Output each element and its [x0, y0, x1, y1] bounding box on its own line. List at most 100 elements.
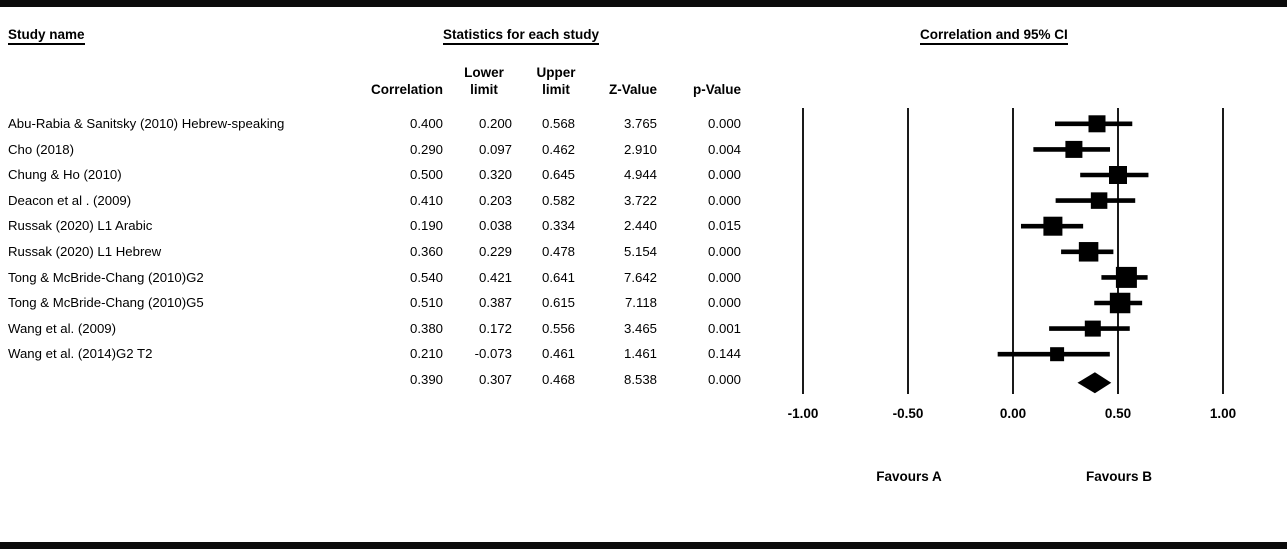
study-row: Wang et al. (2009) 0.380 0.172 0.556 3.465 0.… — [0, 316, 760, 342]
statistics-header: Statistics for each study — [443, 27, 600, 45]
z-value: 4.944 — [623, 167, 657, 183]
p-value: 0.000 — [707, 192, 741, 208]
point-estimate-square — [1078, 242, 1099, 262]
point-estimate-square — [1065, 140, 1083, 158]
z-value: 1.461 — [623, 346, 657, 362]
correlation-value: 0.510 — [409, 295, 443, 311]
p-value: 0.001 — [707, 320, 741, 336]
upper-limit-value: 0.556 — [541, 320, 575, 336]
correlation-value: 0.390 — [409, 371, 443, 387]
axis-tick-label: -1.00 — [787, 406, 819, 421]
p-value: 0.000 — [707, 167, 741, 183]
point-estimate-square — [1084, 320, 1101, 337]
lower-limit-value: 0.203 — [478, 192, 512, 208]
point-estimate-square — [1109, 292, 1131, 314]
study-name-header: Study name — [8, 27, 85, 45]
lower-limit-value: 0.421 — [478, 269, 512, 285]
study-row: Russak (2020) L1 Hebrew 0.360 0.229 0.478 5.… — [0, 239, 760, 265]
study-name: Wang et al. (2009) — [8, 320, 116, 336]
correlation-value: 0.400 — [409, 116, 443, 131]
lower-limit-value: 0.038 — [478, 218, 512, 234]
point-estimate-square — [1050, 347, 1065, 362]
correlation-value: 0.500 — [409, 167, 443, 183]
study-row: Cho (2018) 0.290 0.097 0.462 2.910 0.004 — [0, 137, 760, 163]
lower-limit-value: 0.097 — [478, 141, 512, 157]
z-value: 3.722 — [623, 192, 657, 208]
forest-plot — [802, 108, 1224, 394]
z-value: 5.154 — [623, 243, 657, 259]
favours-left-label: Favours A — [876, 469, 942, 484]
study-name: Deacon et al . (2009) — [8, 192, 132, 208]
study-row: Chung & Ho (2010) 0.500 0.320 0.645 4.944 0.0… — [0, 162, 760, 188]
upper-limit-value: 0.462 — [541, 141, 575, 157]
correlation-value: 0.190 — [409, 218, 443, 234]
point-estimate-square — [1109, 166, 1127, 184]
upper-limit-value: 0.641 — [541, 269, 575, 285]
column-header-lower-limit: Lower limit — [464, 65, 504, 97]
z-value: 3.765 — [623, 116, 657, 131]
p-value: 0.000 — [707, 116, 741, 131]
upper-limit-value: 0.582 — [541, 192, 575, 208]
correlation-value: 0.410 — [409, 192, 443, 208]
ci-header: Correlation and 95% CI — [920, 27, 1068, 45]
study-table: Abu-Rabia & Sanitsky (2010) Hebrew-speak… — [0, 111, 760, 393]
lower-limit-value: 0.320 — [478, 167, 512, 183]
axis-tick-label: -0.50 — [892, 406, 924, 421]
lower-limit-value: 0.172 — [478, 320, 512, 336]
favours-right-label: Favours B — [1085, 469, 1153, 484]
lower-limit-value: -0.073 — [474, 346, 512, 362]
z-value: 3.465 — [623, 320, 657, 336]
column-header-z-value: Z-Value — [608, 82, 657, 97]
study-name: Abu-Rabia & Sanitsky (2010) Hebrew-speak… — [8, 116, 285, 131]
study-name: Chung & Ho (2010) — [8, 167, 122, 183]
p-value: 0.144 — [707, 346, 741, 362]
upper-limit-value: 0.334 — [541, 218, 575, 234]
upper-limit-value: 0.461 — [541, 346, 575, 362]
correlation-value: 0.540 — [409, 269, 443, 285]
p-value: 0.015 — [707, 218, 741, 234]
axis-tick-label: 1.00 — [1209, 406, 1237, 421]
study-row: Wang et al. (2014)G2 T2 0.210 -0.073 0.461 1… — [0, 341, 760, 367]
point-estimate-square — [1115, 266, 1137, 288]
column-header-upper-limit: Upper limit — [536, 65, 576, 97]
study-name: Wang et al. (2014)G2 T2 — [8, 346, 153, 362]
correlation-value: 0.210 — [409, 346, 443, 362]
z-value: 2.440 — [623, 218, 657, 234]
lower-limit-value: 0.200 — [478, 116, 512, 131]
upper-limit-value: 0.615 — [541, 295, 575, 311]
top-border-bar — [0, 0, 1287, 7]
study-name: Russak (2020) L1 Hebrew — [8, 243, 162, 259]
study-row: Abu-Rabia & Sanitsky (2010) Hebrew-speak… — [0, 111, 760, 137]
z-value: 8.538 — [623, 371, 657, 387]
correlation-value: 0.360 — [409, 243, 443, 259]
lower-limit-value: 0.307 — [478, 371, 512, 387]
column-header-correlation: Correlation — [370, 82, 443, 97]
correlation-value: 0.290 — [409, 141, 443, 157]
z-value: 2.910 — [623, 141, 657, 157]
point-estimate-square — [1088, 115, 1106, 133]
study-row: Tong & McBride-Chang (2010)G5 0.510 0.387 0… — [0, 290, 760, 316]
column-header-p-value: p-Value — [692, 82, 741, 97]
study-row: Deacon et al . (2009) 0.410 0.203 0.582 3.72… — [0, 188, 760, 214]
z-value: 7.642 — [623, 269, 657, 285]
lower-limit-value: 0.229 — [478, 243, 512, 259]
correlation-value: 0.380 — [409, 320, 443, 336]
study-name: Tong & McBride-Chang (2010)G2 — [8, 269, 204, 285]
z-value: 7.118 — [624, 295, 657, 311]
point-estimate-square — [1090, 192, 1108, 209]
study-name: Russak (2020) L1 Arabic — [8, 218, 153, 234]
p-value: 0.000 — [707, 269, 741, 285]
study-row: Tong & McBride-Chang (2010)G2 0.540 0.421 0… — [0, 265, 760, 291]
point-estimate-square — [1043, 216, 1063, 236]
study-name: Tong & McBride-Chang (2010)G5 — [8, 295, 204, 311]
upper-limit-value: 0.468 — [541, 371, 575, 387]
axis-tick-label: 0.00 — [999, 406, 1027, 421]
study-row: Russak (2020) L1 Arabic 0.190 0.038 0.334 2.… — [0, 213, 760, 239]
axis-tick-label: 0.50 — [1104, 406, 1132, 421]
p-value: 0.000 — [707, 371, 741, 387]
study-name: Cho (2018) — [8, 141, 74, 157]
upper-limit-value: 0.568 — [541, 116, 575, 131]
summary-row: 0.390 0.307 0.468 8.538 0.000 — [0, 367, 760, 393]
upper-limit-value: 0.478 — [541, 243, 575, 259]
